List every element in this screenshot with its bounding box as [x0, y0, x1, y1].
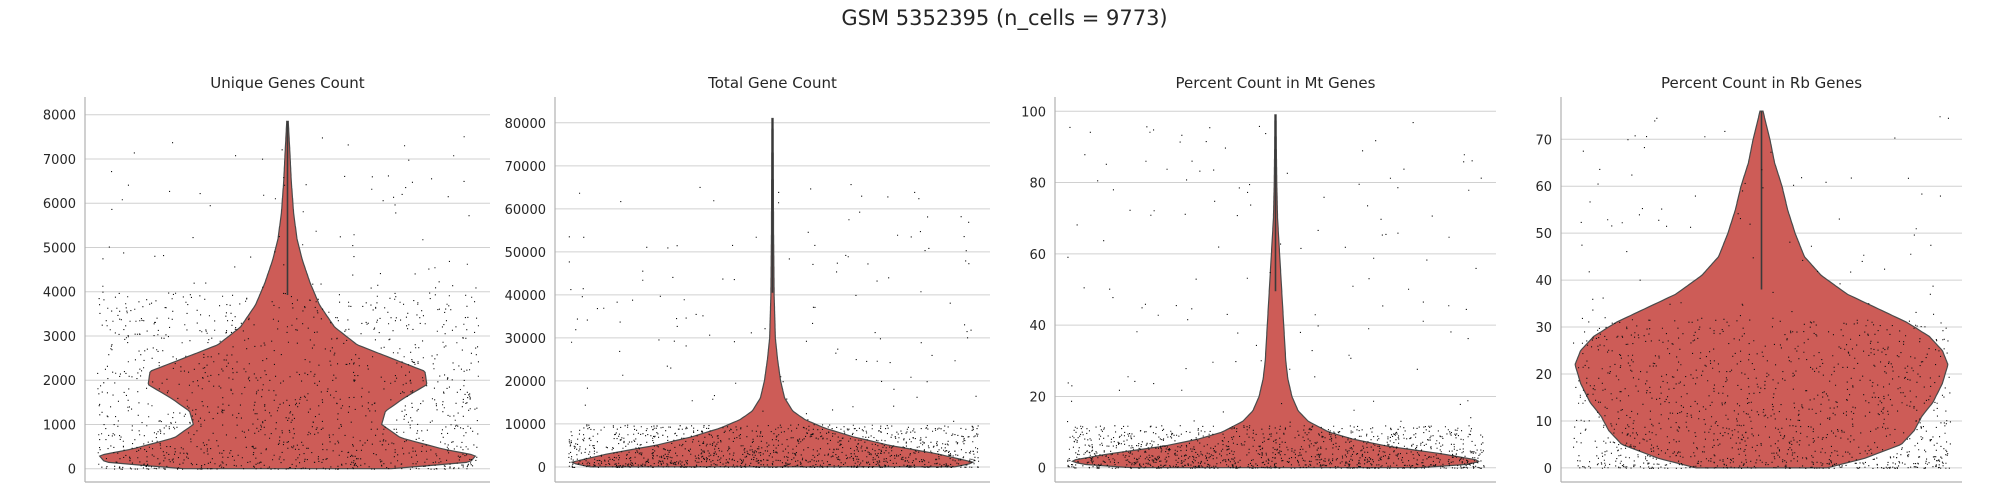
- y-tick-label: 60: [1535, 180, 1552, 195]
- y-tick-label: 70000: [505, 160, 546, 175]
- panel-title: Total Gene Count: [707, 74, 837, 92]
- panel-title: Percent Count in Rb Genes: [1661, 74, 1862, 92]
- y-tick-label: 50000: [505, 246, 546, 261]
- y-tick-label: 1000: [43, 418, 76, 433]
- y-tick-label: 20: [1535, 368, 1552, 383]
- y-tick-label: 30: [1535, 321, 1552, 336]
- y-tick-label: 7000: [43, 153, 76, 168]
- panel-title: Unique Genes Count: [210, 74, 365, 92]
- violin-panel-2: 0 10000 20000 30000 40000 50000 60000 70000 8000…: [505, 74, 990, 483]
- violin-panel-1: 0 1000 2000 3000 4000 5000 6000 7000 8000 Unique …: [43, 74, 490, 483]
- y-tick-label: 0: [68, 463, 76, 478]
- y-tick-label: 2000: [43, 374, 76, 389]
- y-tick-label: 50: [1535, 227, 1552, 242]
- y-tick-label: 10000: [505, 418, 546, 433]
- y-tick-label: 40: [1029, 319, 1046, 334]
- y-tick-label: 4000: [43, 286, 76, 301]
- y-tick-label: 100: [1021, 105, 1046, 120]
- figure-title: GSM 5352395 (n_cells = 9773): [841, 6, 1168, 30]
- y-tick-label: 5000: [43, 241, 76, 256]
- y-tick-label: 0: [1544, 462, 1552, 477]
- y-tick-label: 60: [1029, 248, 1046, 263]
- y-tick-label: 10: [1535, 415, 1552, 430]
- y-tick-label: 0: [1038, 462, 1046, 477]
- y-tick-label: 6000: [43, 197, 76, 212]
- violin-panel-3: 0 20 40 60 80 100 Percent Count in Mt Genes: [1021, 74, 1496, 483]
- y-tick-label: 20: [1029, 390, 1046, 405]
- y-tick-label: 3000: [43, 330, 76, 345]
- y-tick-label: 80: [1029, 177, 1046, 192]
- violin-panel-4: 0 10 20 30 40 50 60 70 Percent Count in Rb Genes: [1535, 74, 1962, 483]
- y-tick-label: 8000: [43, 109, 76, 124]
- y-tick-label: 70: [1535, 133, 1552, 148]
- y-tick-label: 40: [1535, 274, 1552, 289]
- y-tick-label: 30000: [505, 332, 546, 347]
- y-tick-label: 0: [538, 461, 546, 476]
- y-tick-label: 20000: [505, 375, 546, 390]
- y-tick-label: 80000: [505, 117, 546, 132]
- y-tick-label: 40000: [505, 289, 546, 304]
- panel-title: Percent Count in Mt Genes: [1176, 74, 1376, 92]
- y-tick-label: 60000: [505, 203, 546, 218]
